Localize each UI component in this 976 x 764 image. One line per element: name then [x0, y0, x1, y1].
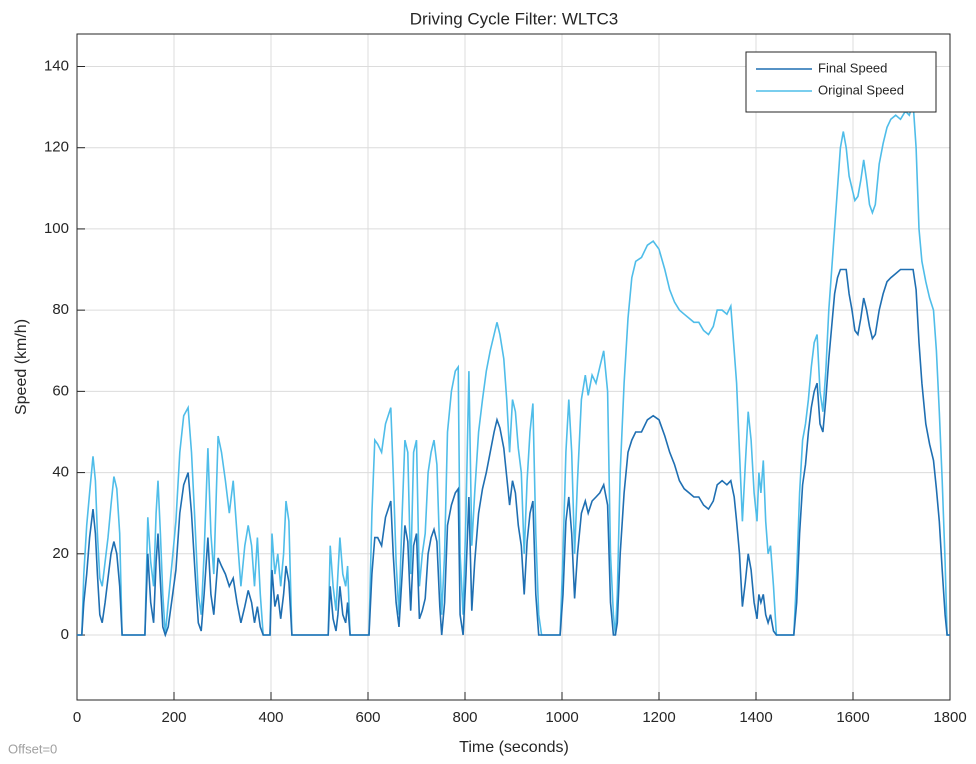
x-tick-label: 1800 — [933, 709, 966, 726]
x-tick-label: 1600 — [836, 709, 869, 726]
y-tick-label: 120 — [44, 139, 69, 156]
y-tick-label: 40 — [52, 464, 69, 481]
y-tick-label: 0 — [61, 626, 69, 643]
y-tick-label: 60 — [52, 382, 69, 399]
y-tick-label: 100 — [44, 220, 69, 237]
x-tick-label: 800 — [452, 709, 477, 726]
plot-frame — [76, 33, 951, 701]
x-tick-label: 200 — [161, 709, 186, 726]
series-line — [77, 268, 950, 638]
x-tick-label: 1400 — [739, 709, 772, 726]
x-tick-label: 600 — [355, 709, 380, 726]
y-tick-label: 80 — [52, 301, 69, 318]
y-tick-label: 20 — [52, 545, 69, 562]
legend-label: Original Speed — [818, 82, 904, 97]
legend: Final Speed Original Speed — [745, 51, 937, 113]
x-tick-label: 400 — [258, 709, 283, 726]
y-axis-label: Speed (km/h) — [13, 319, 30, 415]
x-tick-label: 0 — [73, 709, 81, 726]
chart-title: Driving Cycle Filter: WLTC3 — [410, 9, 618, 28]
y-tick-label: 140 — [44, 57, 69, 74]
x-tick-label: 1200 — [642, 709, 675, 726]
annotation: Offset=0 — [8, 741, 57, 756]
series-line — [77, 102, 950, 636]
x-axis-label: Time (seconds) — [459, 739, 569, 756]
legend-label: Final Speed — [818, 60, 887, 75]
x-tick-label: 1000 — [545, 709, 578, 726]
legend-box — [745, 51, 937, 113]
